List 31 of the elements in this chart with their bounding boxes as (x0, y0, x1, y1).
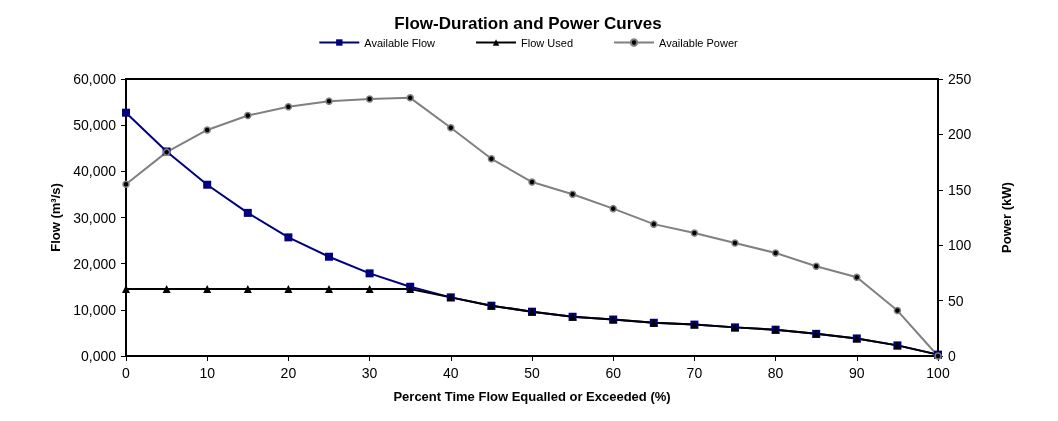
chart-title: Flow-Duration and Power Curves (394, 14, 662, 33)
x-tick-label: 0 (122, 365, 131, 381)
legend-label: Available Flow (364, 36, 436, 49)
legend-label: Flow Used (521, 36, 574, 49)
x-axis-title: Percent Time Flow Equalled or Exceeded (%) (393, 389, 671, 404)
y-tick-label: 40,000 (73, 163, 117, 180)
x-tick-label: 10 (199, 365, 216, 381)
x-tick-label: 70 (686, 365, 703, 381)
x-tick-label: 50 (524, 365, 540, 381)
x-tick-label: 90 (849, 365, 865, 381)
y-tick-label: 0,000 (80, 348, 117, 364)
y2-tick-label: 100 (948, 237, 972, 254)
y-axis-title: Flow (m³/s) (48, 183, 64, 252)
y2-tick-label: 50 (948, 292, 964, 309)
y-tick-label: 50,000 (73, 117, 117, 134)
x-tick-label: 100 (926, 365, 950, 381)
y-tick-label: 30,000 (73, 209, 117, 226)
y2-tick-label: 150 (948, 181, 972, 198)
x-tick-label: 20 (280, 365, 297, 381)
y-tick-label: 10,000 (73, 301, 117, 318)
x-tick-label: 60 (605, 365, 622, 381)
y2-tick-label: 0 (948, 348, 956, 364)
y2-tick-label: 200 (948, 126, 972, 143)
y2-axis-title: Power (kW) (999, 182, 1014, 253)
y-tick-label: 20,000 (73, 255, 117, 272)
x-tick-label: 30 (361, 365, 378, 381)
y2-tick-label: 250 (948, 71, 972, 87)
y-tick-label: 60,000 (73, 71, 117, 87)
x-tick-label: 80 (767, 365, 784, 381)
x-tick-label: 40 (443, 365, 459, 381)
legend-label: Available Power (659, 36, 739, 49)
